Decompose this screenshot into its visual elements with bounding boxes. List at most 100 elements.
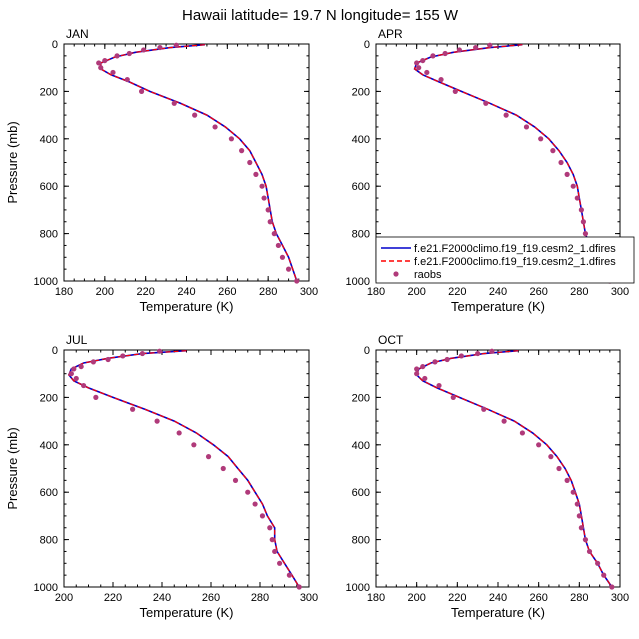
y-tick-label: 800 bbox=[40, 535, 58, 547]
x-axis-label: Temperature (K) bbox=[140, 299, 234, 314]
x-tick-label: 200 bbox=[407, 286, 425, 298]
raobs-point bbox=[550, 148, 556, 154]
y-tick-label: 200 bbox=[40, 86, 58, 98]
y-tick-label: 400 bbox=[40, 440, 58, 452]
raobs-point bbox=[456, 47, 462, 53]
raobs-point bbox=[120, 353, 126, 359]
raobs-point bbox=[556, 465, 562, 472]
raobs-point bbox=[90, 359, 96, 365]
x-tick-label: 280 bbox=[251, 592, 269, 604]
raobs-point bbox=[171, 100, 177, 106]
y-tick-label: 200 bbox=[352, 392, 370, 404]
x-tick-label: 220 bbox=[136, 286, 154, 298]
raobs-point bbox=[444, 356, 450, 363]
x-tick-label: 180 bbox=[55, 286, 73, 298]
raobs-point bbox=[475, 350, 481, 357]
raobs-point bbox=[424, 69, 430, 76]
raobs-point bbox=[578, 207, 584, 213]
model-line-dashed bbox=[416, 350, 613, 588]
raobs-point bbox=[191, 442, 197, 448]
raobs-point bbox=[261, 195, 267, 201]
raobs-point bbox=[259, 183, 265, 189]
y-tick-label: 1000 bbox=[346, 276, 370, 288]
x-tick-label: 200 bbox=[407, 592, 425, 604]
x-axis-label: Temperature (K) bbox=[451, 605, 545, 620]
raobs-point bbox=[275, 242, 281, 249]
raobs-point bbox=[285, 266, 292, 272]
raobs-point bbox=[93, 394, 99, 400]
raobs-point bbox=[436, 382, 442, 389]
raobs-point bbox=[578, 525, 584, 531]
raobs-point bbox=[442, 50, 448, 57]
raobs-point bbox=[574, 195, 580, 201]
x-tick-label: 240 bbox=[489, 286, 507, 298]
model-line-dashed bbox=[68, 350, 300, 588]
legend: f.e21.F2000climo.f19_f19.cesm2_1.dfiresf… bbox=[375, 236, 635, 284]
raobs-point bbox=[294, 278, 300, 284]
raobs-point bbox=[586, 548, 593, 555]
raobs-point bbox=[420, 57, 426, 64]
x-tick-label: 180 bbox=[367, 286, 385, 298]
y-tick-label: 0 bbox=[364, 345, 370, 357]
raobs-point bbox=[176, 430, 182, 436]
y-tick-label: 600 bbox=[352, 181, 370, 193]
raobs-point bbox=[582, 537, 589, 543]
x-tick-label: 280 bbox=[259, 286, 277, 298]
raobs-point bbox=[483, 100, 489, 106]
raobs-point bbox=[124, 76, 130, 83]
raobs-point bbox=[450, 394, 456, 400]
y-tick-label: 800 bbox=[40, 229, 58, 241]
x-tick-label: 200 bbox=[55, 592, 73, 604]
x-tick-label: 260 bbox=[202, 592, 220, 604]
raobs-point bbox=[481, 406, 487, 412]
y-tick-label: 1000 bbox=[346, 582, 370, 594]
x-tick-label: 220 bbox=[448, 286, 466, 298]
model-line-solid bbox=[100, 43, 298, 282]
x-tick-label: 300 bbox=[611, 592, 629, 604]
raobs-point bbox=[503, 112, 509, 118]
x-tick-label: 280 bbox=[570, 286, 588, 298]
x-tick-label: 280 bbox=[570, 592, 588, 604]
raobs-point bbox=[519, 430, 526, 436]
raobs-point bbox=[228, 136, 235, 142]
panels: JAN 180 200 220 240 260 280 300 0 200 400 600 800 100… bbox=[5, 27, 629, 620]
model-line-solid bbox=[415, 349, 613, 588]
y-tick-label: 400 bbox=[40, 134, 58, 146]
raobs-point bbox=[253, 171, 259, 177]
raobs-point bbox=[265, 207, 271, 213]
raobs-point bbox=[267, 219, 273, 225]
y-axis-label: Pressure (mb) bbox=[5, 427, 20, 509]
x-tick-label: 300 bbox=[300, 592, 318, 604]
raobs-point bbox=[609, 584, 615, 590]
x-tick-label: 300 bbox=[300, 286, 318, 298]
raobs-point bbox=[105, 356, 111, 363]
raobs-point bbox=[279, 254, 286, 260]
raobs-point bbox=[81, 382, 87, 389]
raobs-point bbox=[416, 65, 422, 71]
y-tick-label: 800 bbox=[352, 535, 370, 547]
raobs-point bbox=[458, 353, 464, 359]
raobs-point bbox=[420, 363, 426, 370]
raobs-point bbox=[157, 44, 163, 51]
raobs-point bbox=[422, 375, 428, 382]
x-tick-label: 300 bbox=[611, 286, 629, 298]
raobs-point bbox=[73, 375, 79, 382]
x-tick-label: 240 bbox=[489, 592, 507, 604]
raobs-point bbox=[247, 159, 253, 166]
x-tick-label: 240 bbox=[153, 592, 171, 604]
legend-label: f.e21.F2000climo.f19_f19.cesm2_1.dfires bbox=[414, 243, 616, 255]
y-tick-label: 200 bbox=[352, 86, 370, 98]
panel-oct: OCT 180 200 220 240 260 280 300 0 200 400 600 800 100… bbox=[346, 333, 630, 620]
x-tick-label: 240 bbox=[177, 286, 195, 298]
y-tick-label: 1000 bbox=[34, 276, 58, 288]
raobs-point bbox=[252, 501, 258, 507]
raobs-point bbox=[296, 584, 302, 590]
plot-frame bbox=[63, 43, 310, 282]
raobs-point bbox=[570, 183, 576, 189]
legend-label: f.e21.F2000climo.f19_f19.cesm2_1.dfires bbox=[414, 256, 616, 268]
raobs-point bbox=[139, 350, 145, 357]
y-tick-label: 600 bbox=[352, 487, 370, 499]
raobs-point bbox=[141, 47, 147, 53]
raobs-point bbox=[601, 572, 607, 578]
